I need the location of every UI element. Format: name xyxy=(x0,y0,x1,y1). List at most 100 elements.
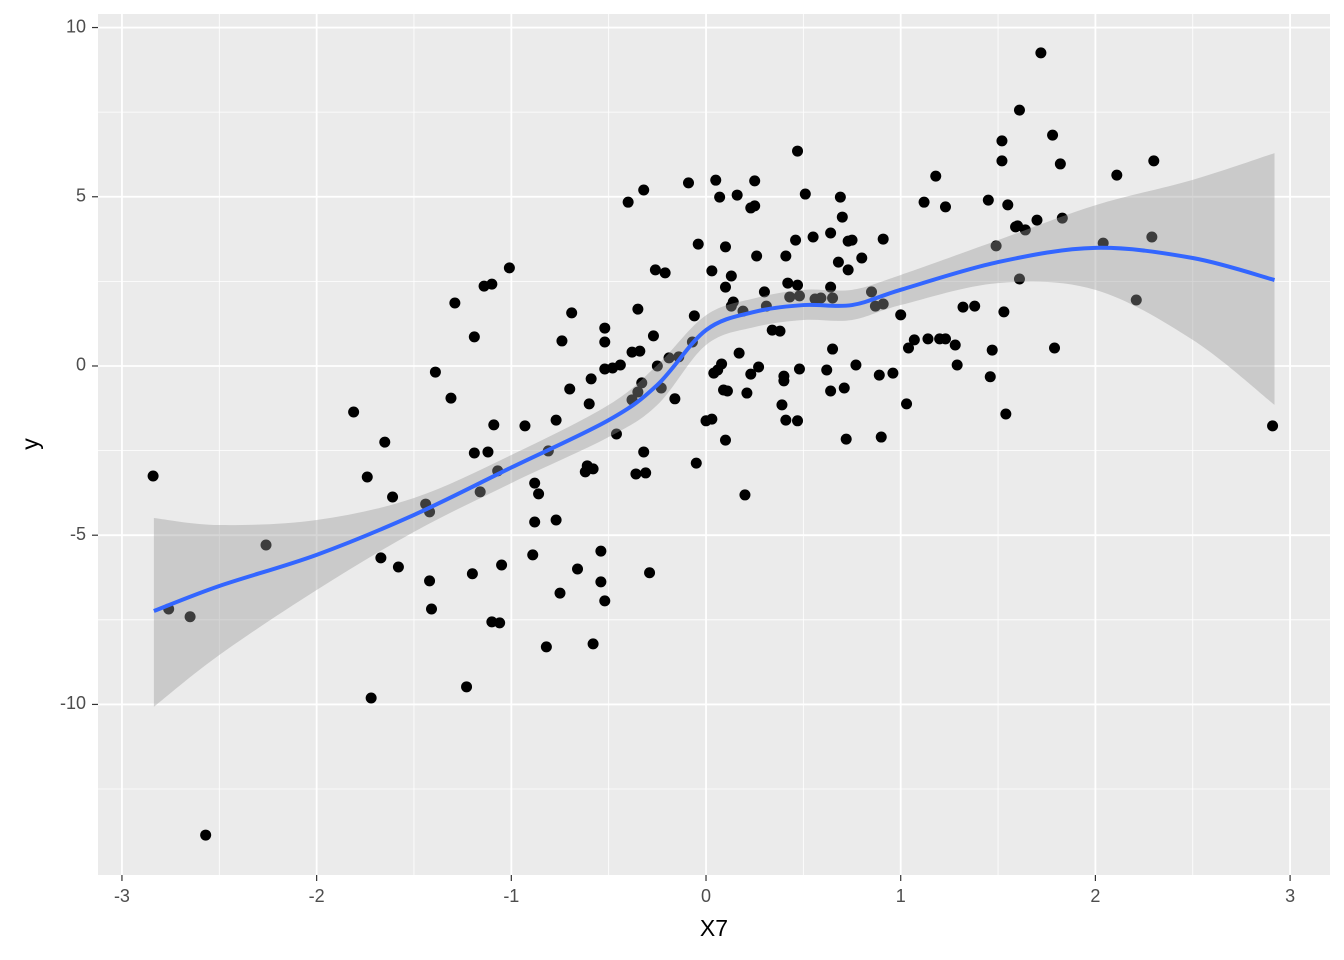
point xyxy=(1111,169,1123,181)
point xyxy=(930,170,942,182)
point xyxy=(533,488,545,500)
point xyxy=(986,344,998,356)
point xyxy=(147,470,159,482)
y-axis-title: y xyxy=(17,438,43,450)
point xyxy=(749,200,761,212)
point xyxy=(887,367,899,379)
point xyxy=(449,297,461,309)
point xyxy=(725,270,737,282)
point xyxy=(834,191,846,203)
point xyxy=(745,368,757,380)
point xyxy=(429,366,441,378)
y-tick-label: 10 xyxy=(66,16,86,36)
point xyxy=(778,375,790,387)
x-tick-label: -1 xyxy=(503,886,519,906)
point xyxy=(951,359,963,371)
point xyxy=(939,201,951,213)
point xyxy=(632,386,644,398)
point xyxy=(348,406,360,418)
point xyxy=(877,233,889,245)
point xyxy=(776,399,788,411)
point xyxy=(780,250,792,262)
point xyxy=(614,359,626,371)
point xyxy=(774,325,786,337)
point xyxy=(659,267,671,279)
point xyxy=(361,471,373,483)
point xyxy=(719,281,731,293)
point xyxy=(877,298,889,310)
y-tick-label: 5 xyxy=(76,186,86,206)
point xyxy=(751,250,763,262)
x-tick-label: -3 xyxy=(114,886,130,906)
point xyxy=(731,189,743,201)
point xyxy=(556,335,568,347)
confidence-band xyxy=(153,153,1275,707)
smooth-line xyxy=(153,245,1276,613)
point xyxy=(610,428,622,440)
point xyxy=(918,196,930,208)
point xyxy=(640,467,652,479)
point xyxy=(957,301,969,313)
point xyxy=(792,415,804,427)
point xyxy=(638,446,650,458)
point xyxy=(529,516,541,528)
point xyxy=(719,434,731,446)
point xyxy=(850,359,862,371)
point xyxy=(649,264,661,276)
point xyxy=(550,514,562,526)
point xyxy=(1267,420,1279,432)
point xyxy=(1031,214,1043,226)
point xyxy=(488,419,500,431)
point xyxy=(821,364,833,376)
point xyxy=(846,234,858,246)
panel xyxy=(98,14,1330,875)
x-tick-label: 0 xyxy=(701,886,711,906)
point xyxy=(630,468,642,480)
x-tick-label: 1 xyxy=(896,886,906,906)
point xyxy=(949,339,961,351)
point xyxy=(540,641,552,653)
grid xyxy=(98,14,1330,875)
point xyxy=(1054,158,1066,170)
point xyxy=(939,333,951,345)
point xyxy=(599,595,611,607)
point xyxy=(793,363,805,375)
point xyxy=(529,477,541,489)
point xyxy=(758,286,770,298)
point xyxy=(1000,408,1012,420)
point xyxy=(827,343,839,355)
point xyxy=(644,567,656,579)
point xyxy=(998,306,1010,318)
point xyxy=(982,194,994,206)
point xyxy=(825,281,837,293)
point xyxy=(908,334,920,346)
point xyxy=(375,552,387,564)
point xyxy=(990,240,1002,252)
point xyxy=(651,360,663,372)
point xyxy=(1056,212,1068,224)
point xyxy=(866,286,878,298)
point xyxy=(793,290,805,302)
point xyxy=(503,262,515,274)
x-tick-label: 2 xyxy=(1090,886,1100,906)
point xyxy=(379,436,391,448)
point xyxy=(753,361,765,373)
point xyxy=(733,347,745,359)
point xyxy=(749,175,761,187)
x-tick-label: 3 xyxy=(1285,886,1295,906)
point xyxy=(583,398,595,410)
point xyxy=(572,563,584,575)
point xyxy=(706,265,718,277)
point xyxy=(782,277,794,289)
point xyxy=(466,568,478,580)
point xyxy=(550,414,562,426)
point xyxy=(1146,231,1158,243)
y-tick-label: 0 xyxy=(76,355,86,375)
point xyxy=(663,352,675,364)
point xyxy=(599,336,611,348)
point xyxy=(260,539,272,551)
point xyxy=(468,447,480,459)
point xyxy=(494,617,506,629)
point xyxy=(482,446,494,458)
